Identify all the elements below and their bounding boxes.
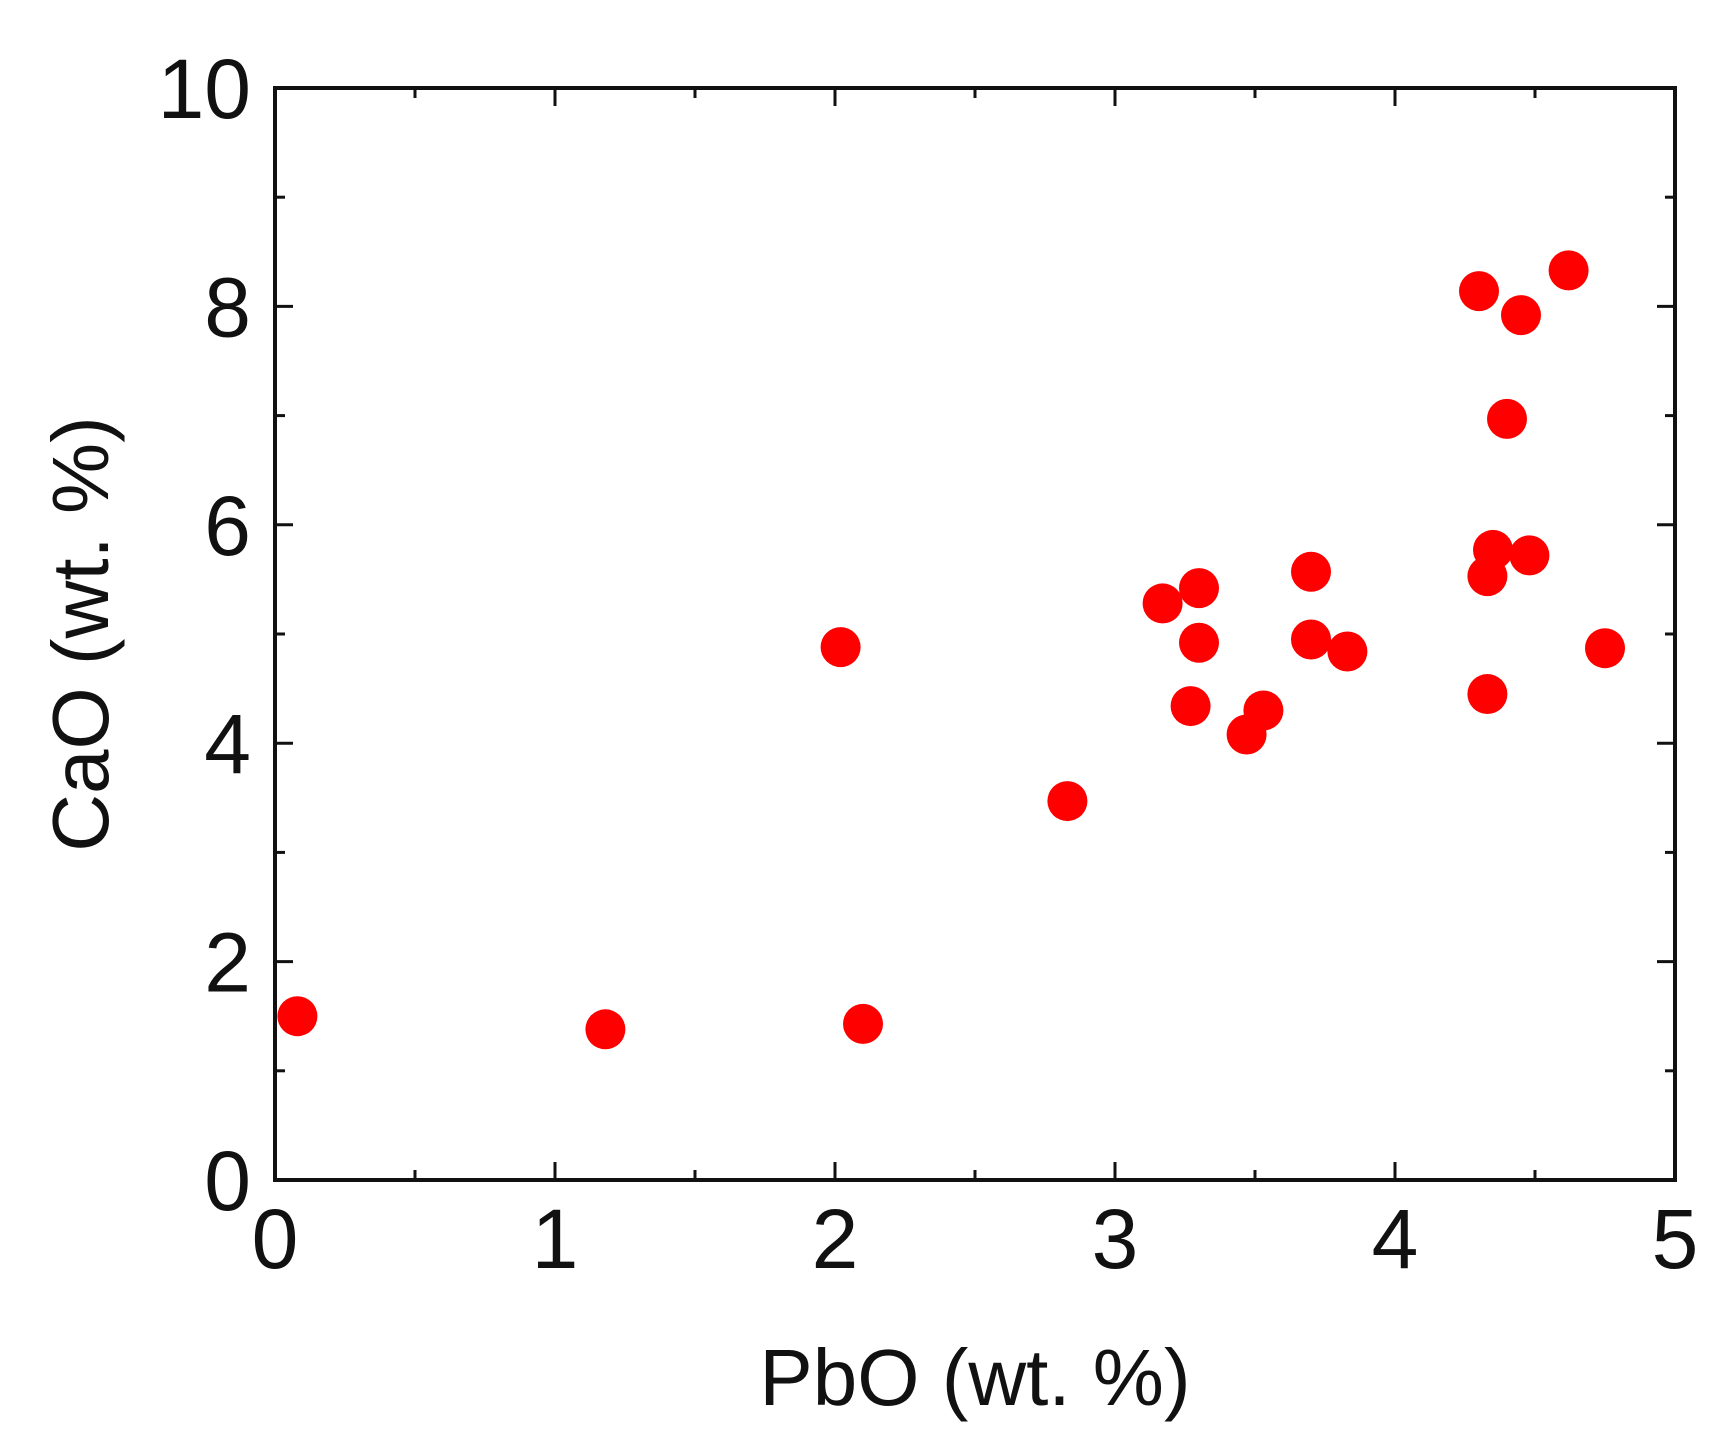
data-points — [277, 250, 1625, 1050]
x-tick-label: 0 — [252, 1192, 299, 1286]
data-point — [1179, 622, 1219, 663]
y-tick-label: 6 — [204, 479, 251, 573]
x-tick-label: 2 — [812, 1192, 859, 1286]
plot-frame — [273, 86, 1677, 1182]
y-tick-label: 10 — [158, 42, 251, 136]
data-point — [1467, 674, 1508, 715]
data-point — [1179, 568, 1219, 609]
data-point — [1585, 628, 1625, 669]
data-point — [1243, 690, 1284, 731]
data-point — [1459, 271, 1499, 312]
x-tick-label: 1 — [532, 1192, 579, 1286]
data-point — [1487, 398, 1527, 439]
y-tick-label: 0 — [204, 1134, 251, 1228]
data-point — [1047, 781, 1088, 822]
data-point — [843, 1003, 883, 1044]
data-point — [277, 996, 318, 1037]
x-tick-label: 3 — [1092, 1192, 1139, 1286]
data-point — [820, 627, 861, 668]
y-axis-label: CaO (wt. %) — [36, 416, 125, 852]
data-point — [585, 1009, 626, 1050]
y-tick-label: 8 — [204, 260, 251, 354]
data-point — [1291, 551, 1331, 592]
y-tick-label: 4 — [204, 697, 251, 791]
data-point — [1473, 529, 1513, 570]
x-tick-label: 5 — [1652, 1192, 1699, 1286]
data-point — [1142, 583, 1183, 624]
data-point — [1291, 619, 1331, 660]
axis-ticks — [273, 86, 1677, 1182]
data-point — [1327, 631, 1368, 672]
data-point — [1548, 250, 1589, 291]
x-tick-label: 4 — [1372, 1192, 1419, 1286]
data-point — [1170, 686, 1211, 727]
data-point — [1501, 295, 1541, 336]
tick-labels: 0 1 2 3 4 5 0 2 4 6 8 10 — [158, 42, 1699, 1286]
x-axis-label: PbO (wt. %) — [759, 1333, 1190, 1422]
data-point — [1509, 535, 1550, 576]
y-tick-label: 2 — [204, 916, 251, 1010]
